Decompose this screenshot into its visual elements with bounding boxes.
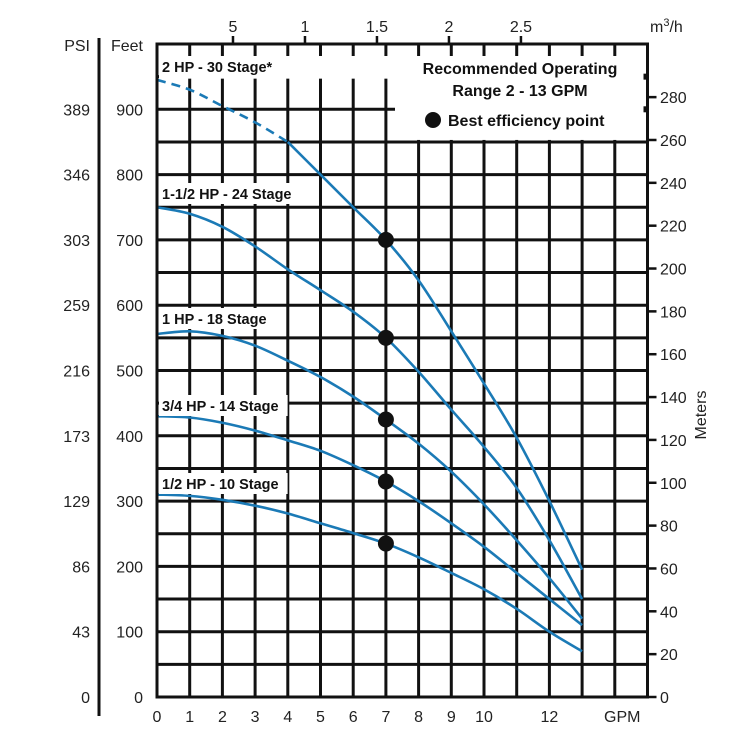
meter-tick-label: 280: [660, 90, 687, 107]
pump-curve-dashed-segment: [156, 78, 289, 144]
curve-label-background: [159, 308, 276, 329]
psi-tick-label: 259: [63, 298, 90, 315]
feet-tick-label: 500: [116, 364, 143, 381]
psi-tick-label: 216: [63, 364, 90, 381]
x-tick-label: 10: [475, 709, 493, 726]
curve-label: 1 HP - 18 Stage: [162, 312, 267, 328]
best-efficiency-point: [377, 231, 394, 248]
curve-label-background: [159, 395, 288, 416]
best-efficiency-point: [377, 411, 394, 428]
meter-tick-label: 220: [660, 219, 687, 236]
feet-tick-label: 200: [116, 559, 143, 576]
meter-tick-label: 260: [660, 133, 687, 150]
plot-frame: [155, 42, 649, 699]
legend-line-2: Range 2 - 13 GPM: [452, 83, 587, 100]
curve-label: 1/2 HP - 10 Stage: [162, 477, 279, 493]
legend-bep-label: Best efficiency point: [448, 113, 605, 130]
right-tick-stub: [643, 73, 648, 80]
meter-tick-label: 20: [660, 647, 678, 664]
top-tick-label: 5: [229, 19, 238, 36]
feet-tick-label: 100: [116, 625, 143, 642]
meters-axis-title: Meters: [693, 391, 710, 440]
feet-axis-title: Feet: [111, 38, 144, 55]
x-tick-label: 12: [541, 709, 559, 726]
x-tick-label: 8: [414, 709, 423, 726]
curve-label-background: [159, 183, 301, 204]
psi-tick-label: 0: [81, 690, 90, 707]
x-tick-label: 2: [218, 709, 227, 726]
feet-tick-label: 0: [134, 690, 143, 707]
axes: 0 1 2 3 4 5 6 7 8 9 10 1200100432008630012940017350…: [63, 19, 687, 726]
psi-tick-label: 303: [63, 233, 90, 250]
feet-tick-label: 400: [116, 429, 143, 446]
meter-tick-label: 180: [660, 304, 687, 321]
x-tick-label: 1: [185, 709, 194, 726]
best-efficiency-point: [377, 535, 394, 552]
meter-tick-label: 120: [660, 433, 687, 450]
best-efficiency-point: [377, 329, 394, 346]
top-tick-label: 2: [445, 19, 454, 36]
grid: [155, 42, 649, 699]
meter-tick-label: 200: [660, 262, 687, 279]
psi-tick-label: 129: [63, 494, 90, 511]
curve-label: 2 HP - 30 Stage*: [162, 60, 273, 76]
meter-tick-label: 140: [660, 390, 687, 407]
meter-tick-label: 0: [660, 690, 669, 707]
legend: Recommended Operating Range 2 - 13 GPM B…: [423, 61, 618, 130]
pump-curve: [156, 414, 583, 627]
feet-tick-label: 700: [116, 233, 143, 250]
curve-label-background: [159, 473, 288, 494]
x-tick-label: 9: [447, 709, 456, 726]
x-axis-title: GPM: [604, 709, 640, 726]
psi-tick-label: 86: [72, 559, 90, 576]
psi-axis-title: PSI: [64, 38, 90, 55]
curves: [156, 78, 584, 653]
x-tick-label: 7: [381, 709, 390, 726]
pump-curve: [286, 141, 584, 571]
meter-tick-label: 40: [660, 604, 678, 621]
psi-tick-label: 346: [63, 168, 90, 185]
pump-curve: [156, 493, 583, 653]
top-tick-label: 1.5: [366, 19, 388, 36]
x-tick-label: 6: [349, 709, 358, 726]
psi-tick-label: 173: [63, 429, 90, 446]
feet-tick-label: 800: [116, 168, 143, 185]
meter-tick-label: 100: [660, 476, 687, 493]
feet-tick-label: 300: [116, 494, 143, 511]
x-tick-label: 0: [153, 709, 162, 726]
meter-tick-label: 80: [660, 519, 678, 536]
x-tick-label: 5: [316, 709, 325, 726]
meter-tick-label: 240: [660, 176, 687, 193]
curve-label: 3/4 HP - 14 Stage: [162, 399, 279, 415]
feet-tick-label: 600: [116, 298, 143, 315]
curve-labels: 2 HP - 30 Stage* 1-1/2 HP - 24 Stage 1 HP …: [159, 60, 301, 494]
top-tick-label: 2.5: [510, 19, 532, 36]
psi-tick-label: 43: [72, 625, 90, 642]
legend-bep-marker: [425, 112, 441, 128]
meter-tick-label: 160: [660, 347, 687, 364]
top-axis-title: m3/h: [650, 17, 683, 36]
pump-curve: [156, 330, 584, 620]
feet-tick-label: 900: [116, 102, 143, 119]
pump-curve: [156, 205, 584, 600]
best-efficiency-point: [377, 473, 394, 490]
meter-tick-label: 60: [660, 561, 678, 578]
curve-label: 1-1/2 HP - 24 Stage: [162, 187, 292, 203]
right-tick-stub: [643, 106, 648, 113]
psi-tick-label: 389: [63, 102, 90, 119]
x-tick-label: 3: [251, 709, 260, 726]
legend-line-1: Recommended Operating: [423, 61, 618, 78]
top-tick-label: 1: [301, 19, 310, 36]
x-tick-label: 4: [283, 709, 292, 726]
